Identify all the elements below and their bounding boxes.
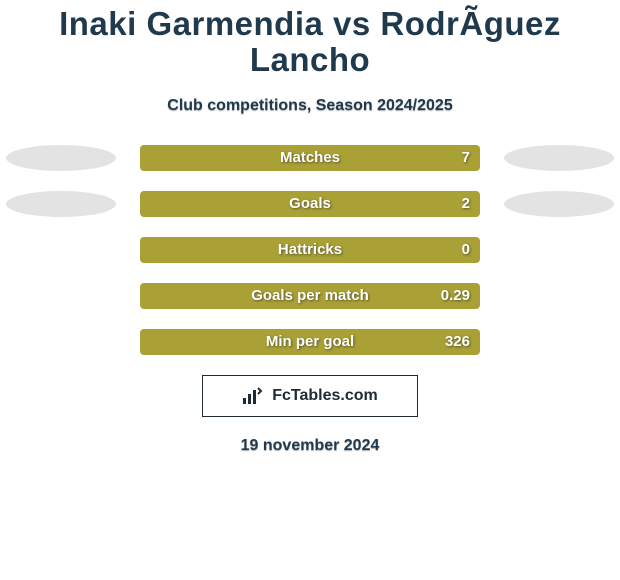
stat-row: Goals per match0.29	[0, 283, 620, 309]
stat-bar-left	[140, 329, 310, 355]
stat-bar-right	[310, 283, 480, 309]
player-right-ellipse	[504, 145, 614, 171]
player-left-ellipse	[6, 191, 116, 217]
bar-chart-icon	[242, 387, 264, 405]
stat-bar-right	[310, 191, 480, 217]
page-subtitle: Club competitions, Season 2024/2025	[0, 97, 620, 115]
stat-bar: Goals2	[140, 191, 480, 217]
stat-bar: Matches7	[140, 145, 480, 171]
header: Inaki Garmendia vs RodrÃ­guez Lancho Clu…	[0, 0, 620, 115]
date-line: 19 november 2024	[0, 437, 620, 455]
source-text: FcTables.com	[272, 387, 378, 405]
source-badge: FcTables.com	[202, 375, 418, 417]
player-left-ellipse	[6, 145, 116, 171]
stat-row: Goals2	[0, 191, 620, 217]
stat-bar-left	[140, 145, 310, 171]
stats-chart: Matches7 Goals2 Hattricks0 Goals per match0…	[0, 145, 620, 355]
stat-bar-right	[310, 237, 480, 263]
page-title: Inaki Garmendia vs RodrÃ­guez Lancho	[0, 6, 620, 79]
stat-bar: Hattricks0	[140, 237, 480, 263]
stat-row: Min per goal326	[0, 329, 620, 355]
stat-bar-left	[140, 237, 310, 263]
stat-bar-right	[310, 329, 480, 355]
stat-bar-left	[140, 191, 310, 217]
stat-bar-left	[140, 283, 310, 309]
stat-bar: Goals per match0.29	[140, 283, 480, 309]
player-right-ellipse	[504, 191, 614, 217]
footer: FcTables.com 19 november 2024	[0, 375, 620, 455]
stat-row: Hattricks0	[0, 237, 620, 263]
stat-row: Matches7	[0, 145, 620, 171]
stat-bar-right	[310, 145, 480, 171]
stat-bar: Min per goal326	[140, 329, 480, 355]
